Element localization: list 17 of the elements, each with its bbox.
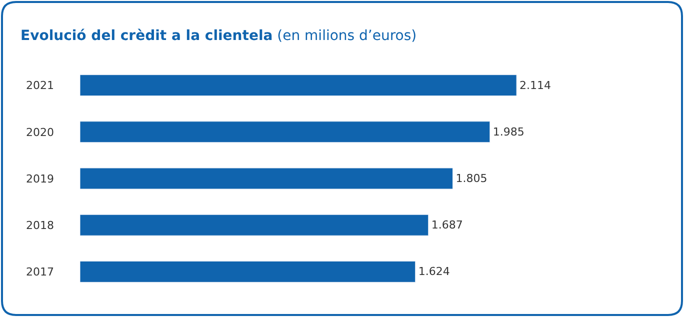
bar — [80, 168, 453, 190]
bar — [80, 121, 490, 143]
bar — [80, 214, 429, 236]
y-tick-label: 2021 — [26, 79, 54, 92]
data-label: 1.985 — [492, 125, 524, 138]
y-tick-label: 2017 — [26, 266, 54, 279]
bar — [80, 74, 517, 96]
data-label: 1.624 — [418, 265, 450, 278]
chart-title: Evolució del crèdit a la clientela — [20, 28, 273, 44]
chart-subtitle: (en milions d’euros) — [277, 28, 417, 44]
y-tick-label: 2018 — [26, 218, 54, 232]
data-label: 1.805 — [456, 172, 488, 186]
data-label: 2.114 — [520, 78, 552, 92]
data-label: 1.687 — [431, 218, 463, 232]
y-tick-label: 2019 — [26, 172, 54, 186]
y-tick-label: 2020 — [26, 126, 54, 139]
bar — [80, 260, 416, 282]
